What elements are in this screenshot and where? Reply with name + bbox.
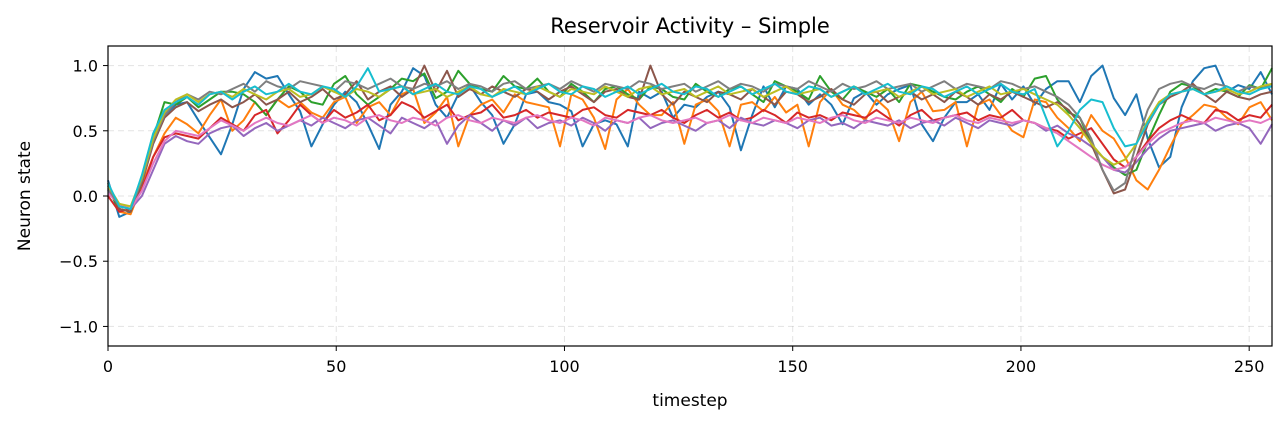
chart-title: Reservoir Activity – Simple <box>550 14 830 38</box>
y-tick-label: 0.5 <box>73 122 98 141</box>
grid <box>107 46 1272 346</box>
x-tick-label: 0 <box>103 357 113 376</box>
y-tick-label: −1.0 <box>59 317 98 336</box>
series-line-5 <box>107 114 1273 210</box>
series-line-8 <box>107 77 1273 210</box>
y-tick-label: −0.5 <box>59 252 98 271</box>
series-line-6 <box>107 64 1273 213</box>
plot-area <box>107 64 1273 218</box>
x-axis: 0 50 100 150 200 250 <box>103 346 1265 376</box>
y-tick-label: 1.0 <box>73 57 98 76</box>
series-line-1 <box>107 64 1273 218</box>
y-tick-label: 0.0 <box>73 187 98 206</box>
series-line-10 <box>107 67 1273 210</box>
x-tick-label: 150 <box>777 357 808 376</box>
x-tick-label: 50 <box>326 357 346 376</box>
x-tick-label: 200 <box>1006 357 1037 376</box>
x-axis-label: timestep <box>652 391 727 411</box>
series-line-9 <box>107 82 1273 208</box>
y-axis: −1.0 −0.5 0.0 0.5 1.0 <box>59 57 108 336</box>
series-line-7 <box>107 114 1273 210</box>
x-tick-label: 250 <box>1234 357 1265 376</box>
series-line-2 <box>107 88 1273 216</box>
y-axis-label: Neuron state <box>15 141 35 251</box>
x-tick-label: 100 <box>549 357 580 376</box>
